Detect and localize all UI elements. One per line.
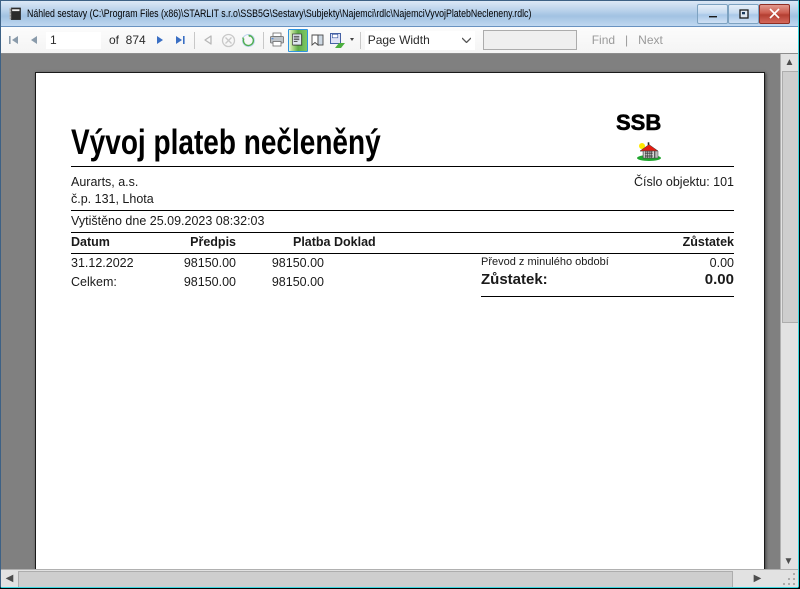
svg-text:SSB: SSB — [616, 111, 661, 135]
